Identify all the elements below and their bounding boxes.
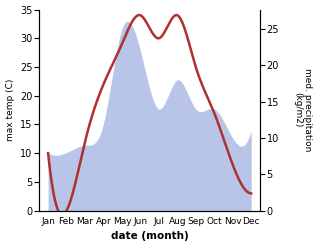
Y-axis label: med. precipitation
(kg/m2): med. precipitation (kg/m2) <box>293 68 313 152</box>
X-axis label: date (month): date (month) <box>111 231 189 242</box>
Y-axis label: max temp (C): max temp (C) <box>5 79 15 141</box>
